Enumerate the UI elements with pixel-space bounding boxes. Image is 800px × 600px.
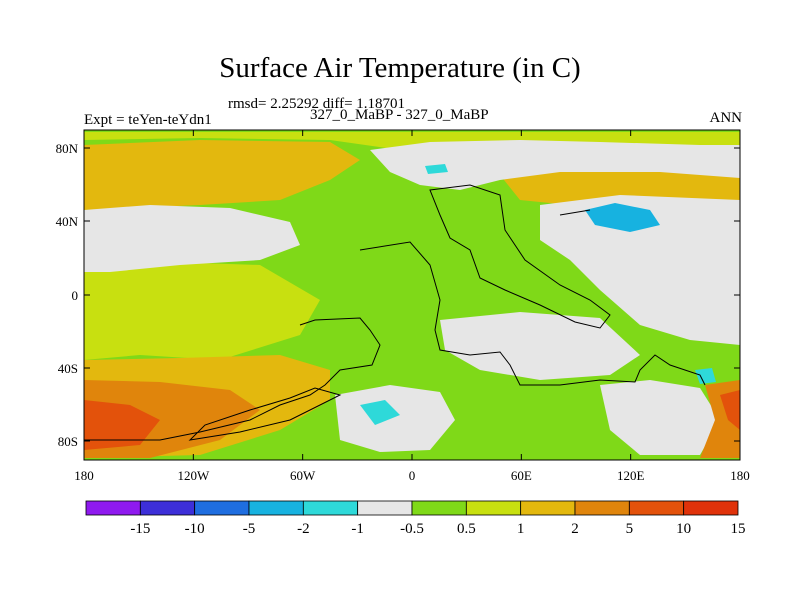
colorbar-label: -0.5 — [400, 521, 424, 537]
lon-tick-label: 180 — [74, 468, 94, 483]
field-white-east — [540, 195, 740, 345]
field-white-center — [440, 312, 640, 380]
colorbar-label: 0.5 — [457, 521, 476, 537]
lon-tick-label: 180 — [730, 468, 750, 483]
colorbar-swatch — [683, 500, 739, 516]
longitude-axis: 180 120W 60W 0 60E 120E 180 — [74, 130, 750, 483]
field-cold-south — [360, 400, 400, 425]
colorbar-label: 10 — [676, 521, 691, 537]
field-mid-yg — [84, 262, 320, 360]
field-white-nw — [84, 205, 300, 272]
colorbar-swatch — [139, 500, 196, 516]
field-north-orange-right — [500, 168, 740, 205]
colorbar-label: -10 — [185, 521, 205, 537]
colorbar-label: -1 — [351, 521, 364, 537]
lat-tick-label: 80N — [56, 141, 79, 156]
colorbar-label: 5 — [626, 521, 634, 537]
field-white-south — [335, 385, 455, 452]
lon-tick-label: 0 — [409, 468, 416, 483]
colorbar-swatch — [357, 500, 413, 516]
lon-tick-label: 60W — [290, 468, 316, 483]
colorbar-label: -5 — [243, 521, 256, 537]
colorbar-swatch — [302, 500, 359, 516]
colorbar-label: 1 — [517, 521, 525, 537]
colorbar-swatch — [465, 500, 522, 516]
field-north-orange — [84, 140, 360, 210]
field-cold-north — [425, 164, 448, 174]
colorbar-swatch — [85, 500, 141, 516]
lat-tick-label: 40S — [58, 361, 78, 376]
field-south-red — [84, 400, 160, 450]
lon-tick-label: 120W — [177, 468, 210, 483]
field-white-north — [370, 140, 740, 190]
colorbar-swatch — [520, 500, 576, 516]
plot-title: Surface Air Temperature (in C) — [219, 52, 581, 84]
season-label: ANN — [709, 110, 743, 126]
field-white-se — [600, 380, 720, 455]
lon-tick-label: 120E — [617, 468, 645, 483]
field-cold-se — [695, 368, 716, 384]
colorbar-label: -15 — [130, 521, 150, 537]
lat-tick-label: 40N — [56, 214, 79, 229]
colorbar-label: 2 — [571, 521, 579, 537]
lat-tick-label: 80S — [58, 434, 78, 449]
lon-tick-label: 60E — [511, 468, 532, 483]
colorbar: -15 -10 -5 -2 -1 -0.5 0.5 1 2 5 10 15 — [85, 500, 746, 537]
colorbar-swatch — [628, 500, 685, 516]
experiment-label: Expt = teYen-teYdn1 — [84, 112, 212, 128]
field-cold-asia — [585, 203, 660, 232]
case-line: 327_0_MaBP - 327_0_MaBP — [310, 107, 489, 123]
colorbar-swatch — [194, 500, 250, 516]
latitude-axis: 80N 40N 0 40S 80S — [56, 141, 740, 449]
coastline — [84, 184, 706, 441]
colorbar-label: 15 — [731, 521, 746, 537]
colorbar-swatch — [574, 500, 630, 516]
field-se-red — [720, 390, 740, 430]
colorbar-swatch — [248, 500, 304, 516]
map-field — [84, 130, 740, 460]
colorbar-swatch — [411, 500, 467, 516]
lat-tick-label: 0 — [72, 288, 79, 303]
stats-line: rmsd= 2.25292 diff= 1.18701 — [228, 96, 406, 112]
colorbar-label: -2 — [297, 521, 310, 537]
